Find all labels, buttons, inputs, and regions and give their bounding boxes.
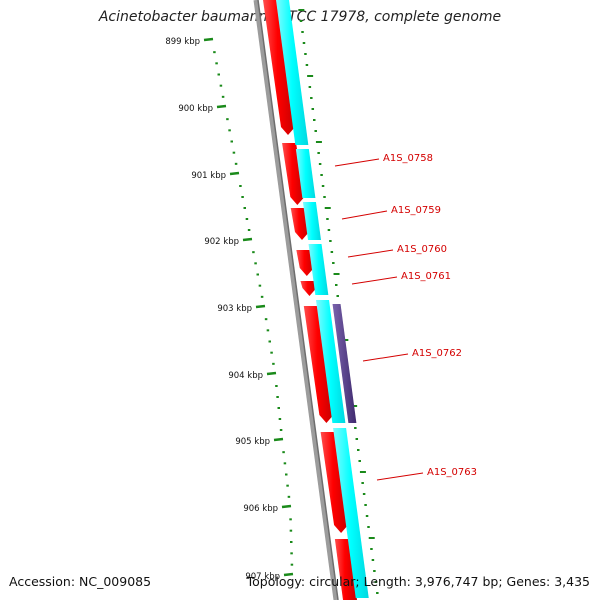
gene-label[interactable]: A1S_0759 xyxy=(391,205,441,216)
ruler-tick-label: 899 kbp xyxy=(165,37,200,47)
gene-label-leader xyxy=(362,353,409,362)
gene-label[interactable]: A1S_0761 xyxy=(401,271,451,282)
ruler-tick-label: 901 kbp xyxy=(191,171,226,181)
gene-label[interactable]: A1S_0758 xyxy=(383,153,433,164)
ruler-major-tick xyxy=(229,171,240,176)
ruler-major-tick xyxy=(255,304,266,309)
accession-label: Accession: NC_009085 xyxy=(9,574,152,589)
gene-label-leader xyxy=(347,249,394,258)
map-title: Acinetobacter baumannii ATCC 17978, comp… xyxy=(98,9,502,25)
cds-feature-arrow xyxy=(300,281,317,296)
ruler-major-tick xyxy=(283,572,294,577)
ruler-tick-label: 902 kbp xyxy=(204,237,239,247)
ruler-track: 899 kbp 900 kbp 901 kbp 902 kbp 903 kbp 904 k… xyxy=(165,9,379,594)
gene-label-leader xyxy=(351,276,398,285)
gene-feature-block xyxy=(308,244,329,295)
ruler-tick-label: 907 kbp xyxy=(245,572,280,582)
ruler-tick-label: 905 kbp xyxy=(235,437,270,447)
backbone-shadow xyxy=(257,0,339,600)
ruler-major-tick xyxy=(242,237,253,242)
cds-feature-arrow xyxy=(334,539,357,600)
feature-track xyxy=(263,0,369,600)
ruler-major-tick xyxy=(281,504,292,509)
ruler-tick-label: 900 kbp xyxy=(178,104,213,114)
ruler-tick-label: 903 kbp xyxy=(217,304,252,314)
gene-label[interactable]: A1S_0760 xyxy=(397,244,447,255)
cds-feature-arrow xyxy=(263,0,295,135)
ruler-tick-label: 906 kbp xyxy=(243,504,278,514)
gene-feature-block xyxy=(295,149,316,198)
gene-feature-block xyxy=(316,300,346,423)
gene-label[interactable]: A1S_0763 xyxy=(427,467,477,478)
gene-label-leader xyxy=(376,472,424,481)
ruler-major-tick xyxy=(216,104,227,109)
cds-feature-arrow xyxy=(282,143,305,205)
ruler-tick-label: 904 kbp xyxy=(228,371,263,381)
cds-feature-arrow xyxy=(290,208,309,240)
gene-label-leader xyxy=(341,210,388,220)
ruler-major-tick xyxy=(266,371,277,376)
misc-feature-block xyxy=(332,304,357,423)
cds-feature-arrow xyxy=(320,432,349,533)
gene-label-layer: A1S_0758 A1S_0759 A1S_0760 A1S_0761 A1S_0762… xyxy=(334,153,477,481)
genome-summary: Topology: circular; Length: 3,976,747 bp… xyxy=(246,574,590,589)
cds-feature-arrow xyxy=(296,250,314,276)
cds-feature-arrow xyxy=(303,306,334,423)
gene-feature-block xyxy=(333,428,369,598)
ruler-major-tick xyxy=(203,37,214,42)
gene-label-leader xyxy=(334,158,380,167)
backbone-line xyxy=(253,0,339,600)
gene-feature-block xyxy=(302,202,321,240)
gene-feature-block xyxy=(276,0,309,145)
ruler-major-tick xyxy=(273,437,284,442)
gene-label[interactable]: A1S_0762 xyxy=(412,348,462,359)
